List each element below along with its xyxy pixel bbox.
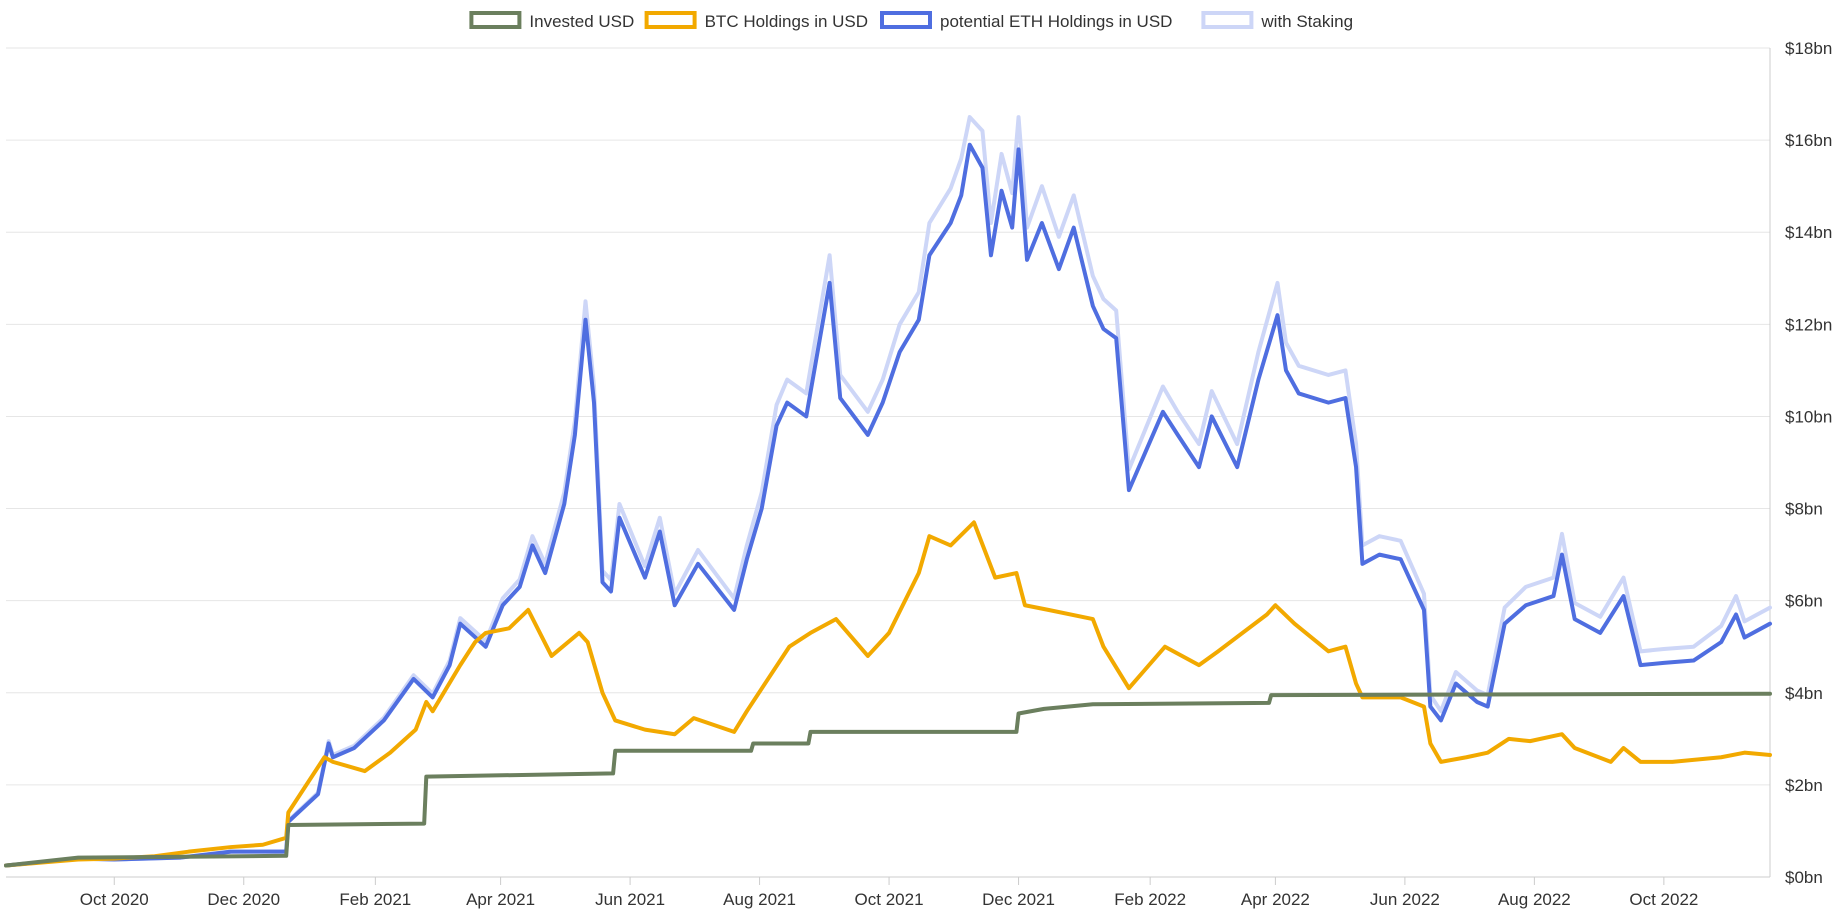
legend-swatch <box>469 11 522 29</box>
x-tick-label: Dec 2021 <box>982 890 1055 909</box>
x-tick-label: Oct 2022 <box>1629 890 1698 909</box>
y-tick-label: $2bn <box>1785 776 1823 795</box>
x-tick-label: Jun 2021 <box>595 890 665 909</box>
y-tick-label: $12bn <box>1785 315 1832 334</box>
y-tick-label: $10bn <box>1785 407 1832 426</box>
y-tick-label: $14bn <box>1785 223 1832 242</box>
y-tick-label: $18bn <box>1785 39 1832 58</box>
series-line-invested-usd <box>4 691 1772 868</box>
legend-swatch <box>1201 11 1254 29</box>
x-tick-label: Oct 2020 <box>80 890 149 909</box>
y-tick-label: $0bn <box>1785 868 1823 887</box>
legend-label: with Staking <box>1260 12 1353 31</box>
y-tick-label: $4bn <box>1785 684 1823 703</box>
legend-swatch <box>644 11 697 29</box>
x-tick-label: Oct 2021 <box>855 890 924 909</box>
grid-lines <box>6 47 1770 878</box>
legend[interactable]: Invested USD BTC Holdings in USD potential… <box>469 11 1353 31</box>
x-tick-label: Apr 2021 <box>466 890 535 909</box>
axes: $0bn $2bn $4bn $6bn $8bn $10bn $12bn $14bn $16bn… <box>80 39 1833 909</box>
y-tick-label: $16bn <box>1785 131 1832 150</box>
x-tick-label: Aug 2022 <box>1498 890 1571 909</box>
legend-item-btc-holdings-in-usd[interactable]: BTC Holdings in USD <box>644 11 868 31</box>
y-tick-label: $8bn <box>1785 500 1823 519</box>
x-tick-label: Apr 2022 <box>1241 890 1310 909</box>
legend-swatch <box>880 11 932 29</box>
legend-item-potential-eth-holdings-in-usd[interactable]: potential ETH Holdings in USD <box>880 11 1172 31</box>
legend-label: BTC Holdings in USD <box>705 12 868 31</box>
series-line-potential-eth-holdings-in-usd <box>4 142 1772 868</box>
series-line-btc-holdings-in-usd <box>4 520 1772 868</box>
x-tick-label: Aug 2021 <box>723 890 796 909</box>
x-tick-label: Dec 2020 <box>207 890 280 909</box>
legend-label: Invested USD <box>529 12 634 31</box>
y-tick-label: $6bn <box>1785 592 1823 611</box>
legend-item-invested-usd[interactable]: Invested USD <box>469 11 634 31</box>
x-tick-label: Jun 2022 <box>1370 890 1440 909</box>
series-lines <box>4 115 1772 868</box>
x-tick-label: Feb 2022 <box>1114 890 1186 909</box>
legend-item-with-staking[interactable]: with Staking <box>1201 11 1353 31</box>
series-line-with-staking <box>4 115 1772 868</box>
legend-label: potential ETH Holdings in USD <box>940 12 1172 31</box>
x-tick-label: Feb 2021 <box>339 890 411 909</box>
